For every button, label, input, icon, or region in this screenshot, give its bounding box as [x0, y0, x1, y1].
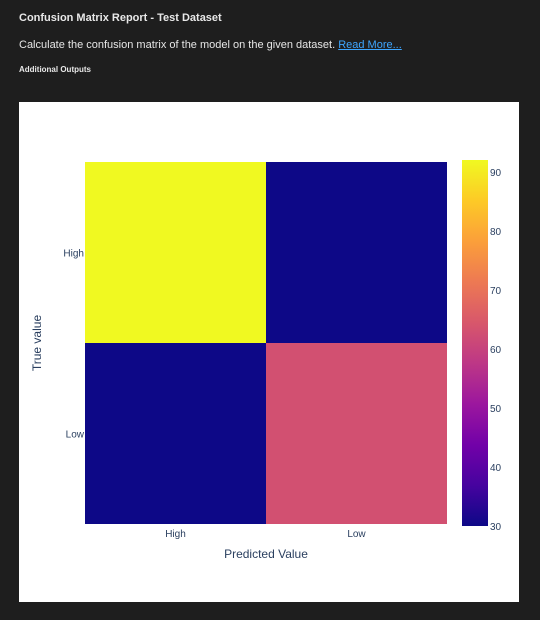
colorbar-tick-label: 30 [490, 522, 502, 533]
confusion-matrix-heatmap: High Low High Low Predicted Value True val… [19, 102, 519, 602]
additional-outputs-label: Additional Outputs [19, 65, 91, 74]
heatmap-cell-low-low[interactable] [266, 343, 447, 524]
description-text: Calculate the confusion matrix of the mo… [19, 39, 335, 51]
read-more-link[interactable]: Read More... [338, 39, 402, 51]
colorbar-tick-label: 70 [490, 286, 502, 297]
y-tick-label: High [63, 249, 84, 260]
report-description: Calculate the confusion matrix of the mo… [19, 39, 402, 51]
colorbar-tick-label: 60 [490, 345, 502, 356]
x-tick-label: Low [347, 529, 366, 540]
heatmap-cell-high-low[interactable] [266, 162, 447, 343]
colorbar-tick-label: 40 [490, 463, 502, 474]
colorbar [462, 160, 488, 526]
y-tick-label: Low [66, 430, 85, 441]
plot-card: High Low High Low Predicted Value True val… [19, 102, 519, 602]
colorbar-tick-label: 90 [490, 168, 502, 179]
report-title: Confusion Matrix Report - Test Dataset [19, 12, 222, 24]
x-tick-label: High [165, 529, 186, 540]
colorbar-tick-label: 50 [490, 404, 502, 415]
heatmap-cell-low-high[interactable] [85, 343, 266, 524]
colorbar-tick-label: 80 [490, 227, 502, 238]
heatmap-cell-high-high[interactable] [85, 162, 266, 343]
x-axis-title: Predicted Value [224, 547, 308, 561]
y-axis-title: True value [30, 315, 44, 372]
